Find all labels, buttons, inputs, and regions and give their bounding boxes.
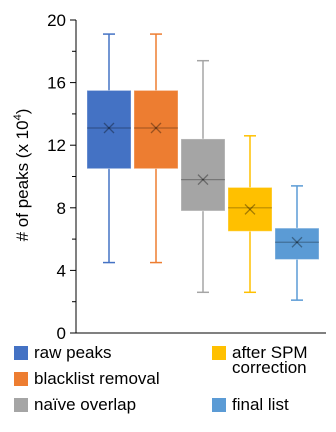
legend-item-4: final list bbox=[212, 395, 289, 414]
iqr-box bbox=[227, 186, 273, 232]
legend-label: final list bbox=[232, 395, 289, 414]
y-tick-label: 12 bbox=[47, 136, 66, 155]
box-series bbox=[86, 33, 320, 301]
legend-swatch bbox=[212, 398, 226, 412]
mean-marker bbox=[291, 236, 303, 248]
mean-marker bbox=[244, 203, 256, 215]
y-tick-label: 16 bbox=[47, 74, 66, 93]
y-tick-label: 20 bbox=[47, 11, 66, 30]
legend-item-0: raw peaks bbox=[14, 343, 111, 362]
legend-swatch bbox=[14, 398, 28, 412]
legend-label: correction bbox=[232, 358, 307, 377]
iqr-box bbox=[180, 138, 226, 212]
mean-marker bbox=[103, 122, 115, 134]
box-1 bbox=[133, 33, 179, 264]
y-tick-label: 0 bbox=[57, 324, 66, 343]
box-2 bbox=[180, 59, 226, 294]
legend-label: raw peaks bbox=[34, 343, 111, 362]
legend-swatch bbox=[14, 372, 28, 386]
iqr-box bbox=[274, 227, 320, 260]
mean-marker bbox=[150, 122, 162, 134]
iqr-box bbox=[86, 89, 132, 170]
mean-marker bbox=[291, 236, 303, 248]
y-tick-label: 4 bbox=[57, 261, 66, 280]
y-tick-label: 8 bbox=[57, 199, 66, 218]
box-0 bbox=[86, 33, 132, 264]
legend-swatch bbox=[14, 346, 28, 360]
axes: 0 4 8 12 16 20 bbox=[47, 11, 326, 343]
mean-marker bbox=[197, 174, 209, 186]
box-3 bbox=[227, 135, 273, 294]
mean-marker bbox=[150, 122, 162, 134]
mean-marker bbox=[197, 174, 209, 186]
y-axis-label: # of peaks (x 104) bbox=[12, 109, 32, 242]
legend-item-3: naïve overlap bbox=[14, 395, 136, 414]
mean-marker bbox=[244, 203, 256, 215]
legend-swatch bbox=[212, 346, 226, 360]
legend-label: blacklist removal bbox=[34, 369, 160, 388]
mean-marker bbox=[103, 122, 115, 134]
legend-label: naïve overlap bbox=[34, 395, 136, 414]
box-4 bbox=[274, 185, 320, 301]
legend-label: after SPM bbox=[232, 343, 308, 362]
iqr-box bbox=[133, 89, 179, 170]
legend-item-2: blacklist removal bbox=[14, 369, 160, 388]
